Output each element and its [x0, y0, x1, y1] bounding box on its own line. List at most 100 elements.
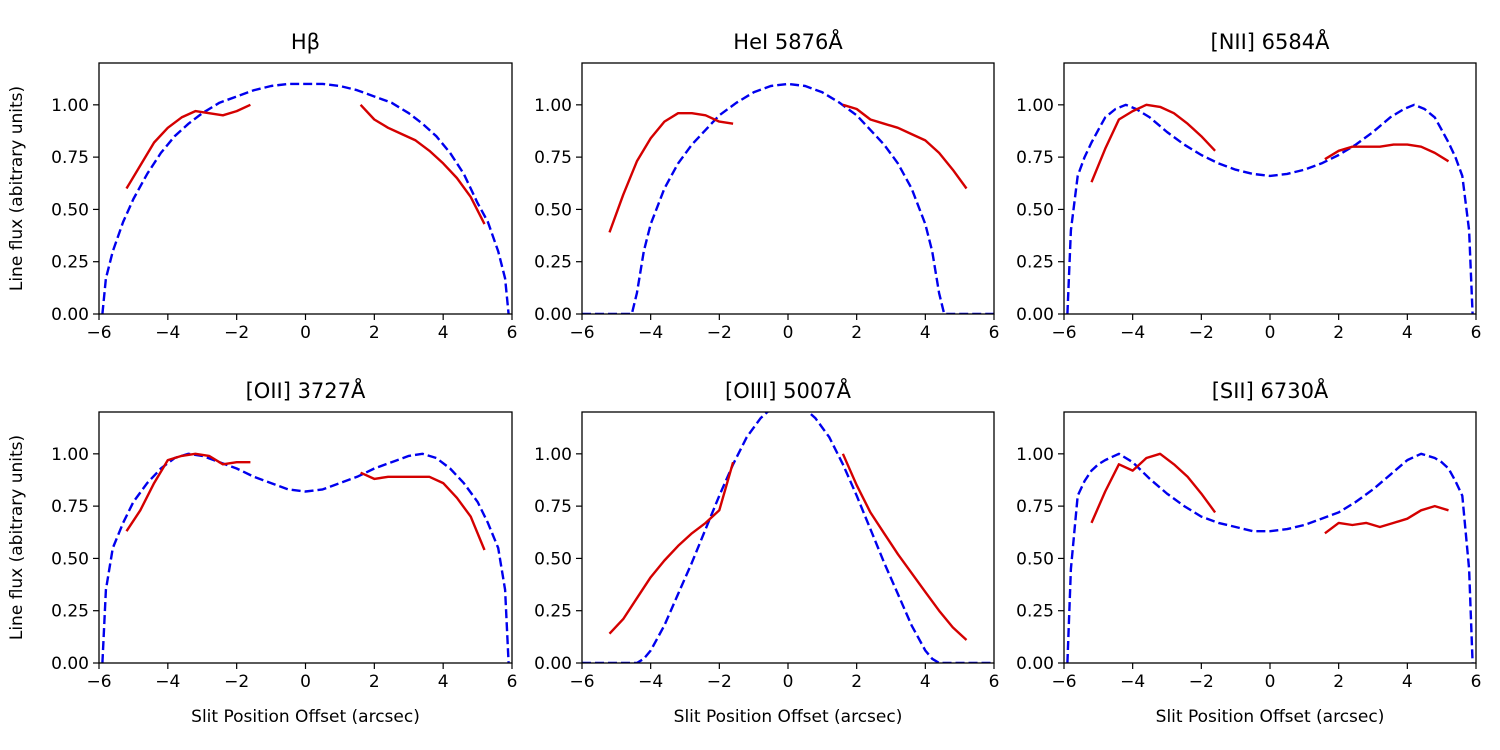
observed-line	[359, 103, 486, 225]
x-tick-label: −6	[86, 323, 111, 343]
x-axis-label: Slit Position Offset (arcsec)	[674, 707, 903, 727]
x-tick-label: 0	[783, 672, 794, 692]
y-tick-label: 0.00	[534, 305, 572, 325]
x-tick-label: −2	[707, 672, 732, 692]
x-tick-label: 2	[369, 672, 380, 692]
x-tick-label: 2	[1333, 323, 1344, 343]
x-tick-label: −4	[155, 323, 180, 343]
x-axis-label: Slit Position Offset (arcsec)	[191, 707, 420, 727]
y-tick-label: 0.50	[1016, 549, 1054, 569]
series-group	[582, 412, 994, 663]
x-tick-label: 2	[1333, 672, 1344, 692]
observed-line	[360, 471, 486, 551]
x-tick-label: 4	[438, 323, 449, 343]
observed-line	[608, 461, 735, 635]
x-tick-label: −2	[707, 323, 732, 343]
y-tick-label: 1.00	[51, 445, 89, 465]
axes-frame	[1063, 62, 1477, 315]
y-tick-label: 0.00	[1016, 654, 1054, 674]
y-tick-label: 0.50	[534, 200, 572, 220]
x-tick-label: 0	[783, 323, 794, 343]
series-group	[1066, 452, 1474, 663]
y-tick-label: 0.25	[51, 253, 89, 273]
x-tick-label: −6	[569, 323, 594, 343]
x-tick-label: −6	[1051, 323, 1076, 343]
y-tick-label: 0.50	[51, 549, 89, 569]
x-tick-label: −2	[224, 672, 249, 692]
observed-line	[842, 103, 968, 190]
model-line	[1066, 452, 1474, 663]
x-tick-label: 0	[1265, 672, 1276, 692]
x-tick-label: 6	[507, 672, 518, 692]
axes-frame	[98, 411, 513, 664]
axes-frame	[1063, 411, 1477, 664]
y-tick-label: 1.00	[1016, 445, 1054, 465]
x-tick-label: 4	[1402, 672, 1413, 692]
y-tick-label: 0.50	[51, 200, 89, 220]
y-tick-label: 0.25	[51, 602, 89, 622]
series-group	[1066, 103, 1474, 314]
panel-6: [SII] 6730Å −6 −4 −2 0 2 4 6 0.00 0.25 0.50 0.75 1.0…	[1016, 377, 1481, 727]
x-tick-label: 0	[300, 672, 311, 692]
y-tick-label: 0.00	[51, 654, 89, 674]
y-tick-label: 0.25	[534, 602, 572, 622]
x-tick-label: 4	[920, 672, 931, 692]
panel-title: [NII] 6584Å	[1211, 28, 1331, 54]
x-tick-label: −4	[155, 672, 180, 692]
axes-frame	[581, 62, 995, 315]
series-group	[582, 82, 994, 314]
panel-title: [SII] 6730Å	[1212, 377, 1329, 403]
x-tick-label: 4	[1402, 323, 1413, 343]
x-tick-label: 6	[989, 672, 1000, 692]
y-tick-label: 1.00	[1016, 96, 1054, 116]
y-tick-label: 0.50	[1016, 200, 1054, 220]
y-tick-label: 0.75	[534, 497, 572, 517]
y-tick-label: 0.00	[51, 305, 89, 325]
x-tick-label: −2	[1189, 323, 1214, 343]
panel-title: [OIII] 5007Å	[725, 377, 852, 403]
panel-title: HeI 5876Å	[733, 28, 843, 54]
x-tick-label: 2	[851, 672, 862, 692]
model-line	[582, 412, 994, 663]
y-tick-label: 0.25	[1016, 602, 1054, 622]
model-line	[101, 82, 510, 314]
panel-3: [NII] 6584Å −6 −4 −2 0 2 4 6 0.00 0.25 0.50 0.75 1.0…	[1016, 28, 1481, 343]
x-tick-label: −6	[569, 672, 594, 692]
panel-title: [OII] 3727Å	[246, 377, 366, 403]
observed-line	[608, 111, 734, 233]
x-tick-label: 2	[851, 323, 862, 343]
x-tick-label: 6	[507, 323, 518, 343]
y-tick-label: 0.75	[51, 497, 89, 517]
y-tick-label: 0.25	[1016, 253, 1054, 273]
y-axis-label: Line flux (abitrary units)	[7, 435, 27, 640]
axes-frame	[581, 411, 995, 664]
y-tick-label: 0.25	[534, 253, 572, 273]
model-line	[1066, 103, 1474, 314]
observed-line	[1324, 504, 1449, 535]
x-axis-label: Slit Position Offset (arcsec)	[1156, 707, 1385, 727]
x-tick-label: 0	[1265, 323, 1276, 343]
y-tick-label: 0.00	[534, 654, 572, 674]
y-tick-label: 0.75	[1016, 148, 1054, 168]
observed-line	[841, 453, 968, 641]
x-tick-label: 4	[920, 323, 931, 343]
x-tick-label: −2	[224, 323, 249, 343]
model-line	[582, 82, 994, 314]
x-tick-label: −2	[1189, 672, 1214, 692]
x-tick-label: 2	[369, 323, 380, 343]
x-tick-label: −4	[1120, 672, 1145, 692]
observed-line	[125, 103, 251, 190]
panel-4: [OII] 3727Å −6 −4 −2 0 2 4 6 0.00 0.25 0.50 0.75 1.0…	[7, 377, 517, 727]
x-tick-label: −4	[638, 323, 663, 343]
y-axis-label: Line flux (abitrary units)	[7, 86, 27, 291]
x-tick-label: −6	[86, 672, 111, 692]
x-tick-label: 6	[1471, 672, 1482, 692]
x-tick-label: −4	[1120, 323, 1145, 343]
y-tick-label: 1.00	[534, 445, 572, 465]
series-group	[101, 452, 510, 663]
y-tick-label: 0.00	[1016, 305, 1054, 325]
observed-line	[1090, 452, 1217, 524]
y-tick-label: 0.75	[51, 148, 89, 168]
panel-5: [OIII] 5007Å −6 −4 −2 0 2 4 6 0.00 0.25 0.50 0.75 1.…	[534, 377, 999, 727]
